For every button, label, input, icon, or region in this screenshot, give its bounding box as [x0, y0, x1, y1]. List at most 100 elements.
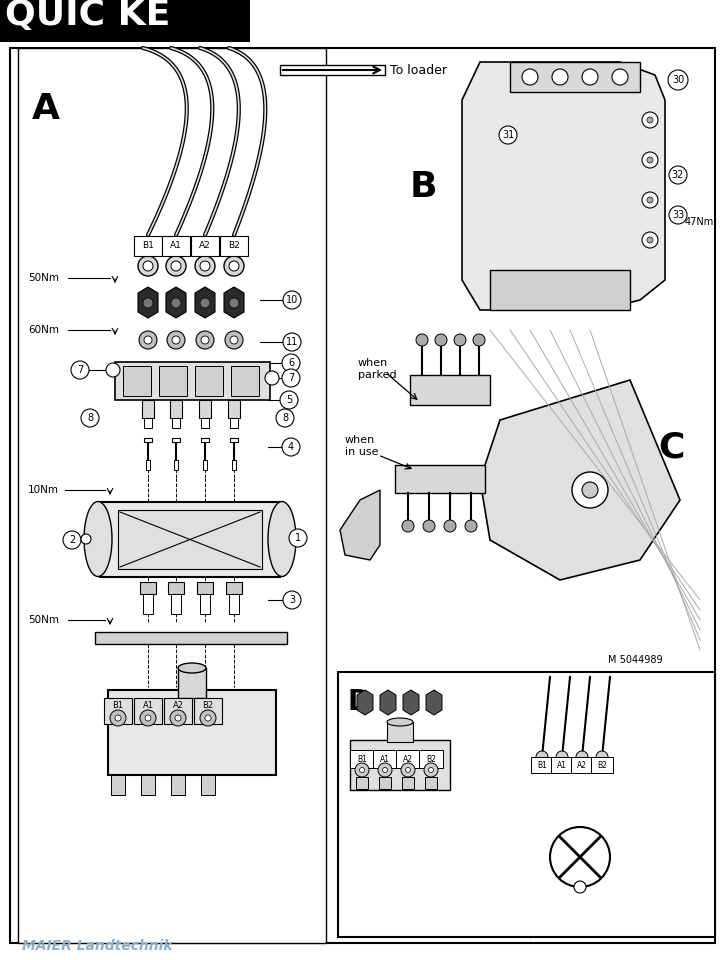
Text: To loader: To loader [390, 63, 447, 77]
Bar [228, 400, 240, 418]
Bar [142, 400, 154, 418]
Circle shape [140, 710, 156, 726]
Circle shape [647, 197, 653, 203]
Circle shape [282, 369, 300, 387]
Bar [230, 418, 238, 428]
Text: 47Nm: 47Nm [685, 217, 714, 227]
Polygon shape [357, 690, 373, 715]
Circle shape [71, 361, 89, 379]
Circle shape [139, 331, 157, 349]
Bar [146, 460, 150, 470]
Circle shape [225, 331, 243, 349]
Circle shape [167, 331, 185, 349]
Text: 6: 6 [288, 358, 294, 368]
Circle shape [642, 152, 658, 168]
Bar [191, 236, 219, 256]
Text: A1: A1 [380, 755, 390, 763]
Circle shape [63, 531, 81, 549]
Circle shape [170, 710, 186, 726]
Bar [143, 594, 153, 614]
Bar [162, 236, 190, 256]
Circle shape [201, 336, 209, 344]
Polygon shape [340, 490, 380, 560]
Bar [197, 582, 213, 594]
Bar [174, 460, 178, 470]
Bar [425, 777, 437, 789]
Circle shape [171, 261, 181, 271]
Circle shape [196, 331, 214, 349]
Text: B2: B2 [597, 760, 607, 770]
Circle shape [175, 715, 181, 721]
Text: M 5044989: M 5044989 [608, 655, 663, 665]
Bar [172, 438, 180, 442]
Polygon shape [426, 690, 442, 715]
Circle shape [572, 472, 608, 508]
Bar [338, 672, 715, 937]
Text: 50Nm: 50Nm [28, 615, 59, 625]
Bar [199, 400, 211, 418]
Bar [104, 698, 132, 724]
Text: 4: 4 [288, 442, 294, 452]
Circle shape [276, 409, 294, 427]
Circle shape [402, 520, 414, 532]
Polygon shape [403, 690, 419, 715]
Text: A2: A2 [577, 760, 587, 770]
Circle shape [224, 256, 244, 276]
Text: C: C [658, 430, 684, 464]
Text: 31: 31 [502, 130, 514, 140]
Bar [115, 362, 270, 400]
Text: A2: A2 [403, 755, 413, 763]
Text: A1: A1 [143, 702, 154, 710]
Bar [231, 366, 259, 396]
Circle shape [81, 409, 99, 427]
Circle shape [647, 237, 653, 243]
Circle shape [378, 763, 392, 777]
Ellipse shape [178, 663, 206, 673]
Bar [134, 236, 162, 256]
Circle shape [383, 767, 387, 773]
Circle shape [200, 298, 210, 308]
Bar [201, 775, 215, 795]
Circle shape [642, 192, 658, 208]
Text: B1: B1 [537, 760, 547, 770]
Circle shape [424, 763, 438, 777]
Circle shape [669, 166, 687, 184]
Circle shape [423, 520, 435, 532]
Bar [170, 400, 182, 418]
Bar [226, 582, 242, 594]
Text: 1: 1 [295, 533, 301, 543]
Bar [195, 366, 223, 396]
Text: MAIER Landtechnik: MAIER Landtechnik [22, 939, 173, 953]
Circle shape [283, 591, 301, 609]
Circle shape [282, 354, 300, 372]
Bar [387, 722, 413, 742]
Polygon shape [380, 690, 396, 715]
Bar [379, 777, 391, 789]
Circle shape [200, 710, 216, 726]
Circle shape [200, 261, 210, 271]
Text: 33: 33 [672, 210, 684, 220]
Ellipse shape [84, 501, 112, 577]
Circle shape [355, 763, 369, 777]
Bar [230, 438, 238, 442]
Text: 30: 30 [672, 75, 684, 85]
Text: A2: A2 [173, 702, 183, 710]
Circle shape [428, 767, 434, 773]
Text: D: D [348, 688, 371, 716]
Circle shape [582, 482, 598, 498]
Bar [200, 594, 210, 614]
Circle shape [205, 715, 211, 721]
Polygon shape [138, 287, 158, 318]
Bar [410, 375, 490, 405]
Bar [373, 750, 397, 768]
Bar [141, 775, 155, 795]
Circle shape [106, 363, 120, 377]
Text: A1: A1 [557, 760, 567, 770]
Bar [118, 510, 262, 569]
Bar [551, 757, 573, 773]
Circle shape [115, 715, 121, 721]
Bar [510, 62, 640, 92]
Circle shape [229, 298, 239, 308]
Bar [232, 460, 236, 470]
Text: A: A [32, 92, 60, 126]
